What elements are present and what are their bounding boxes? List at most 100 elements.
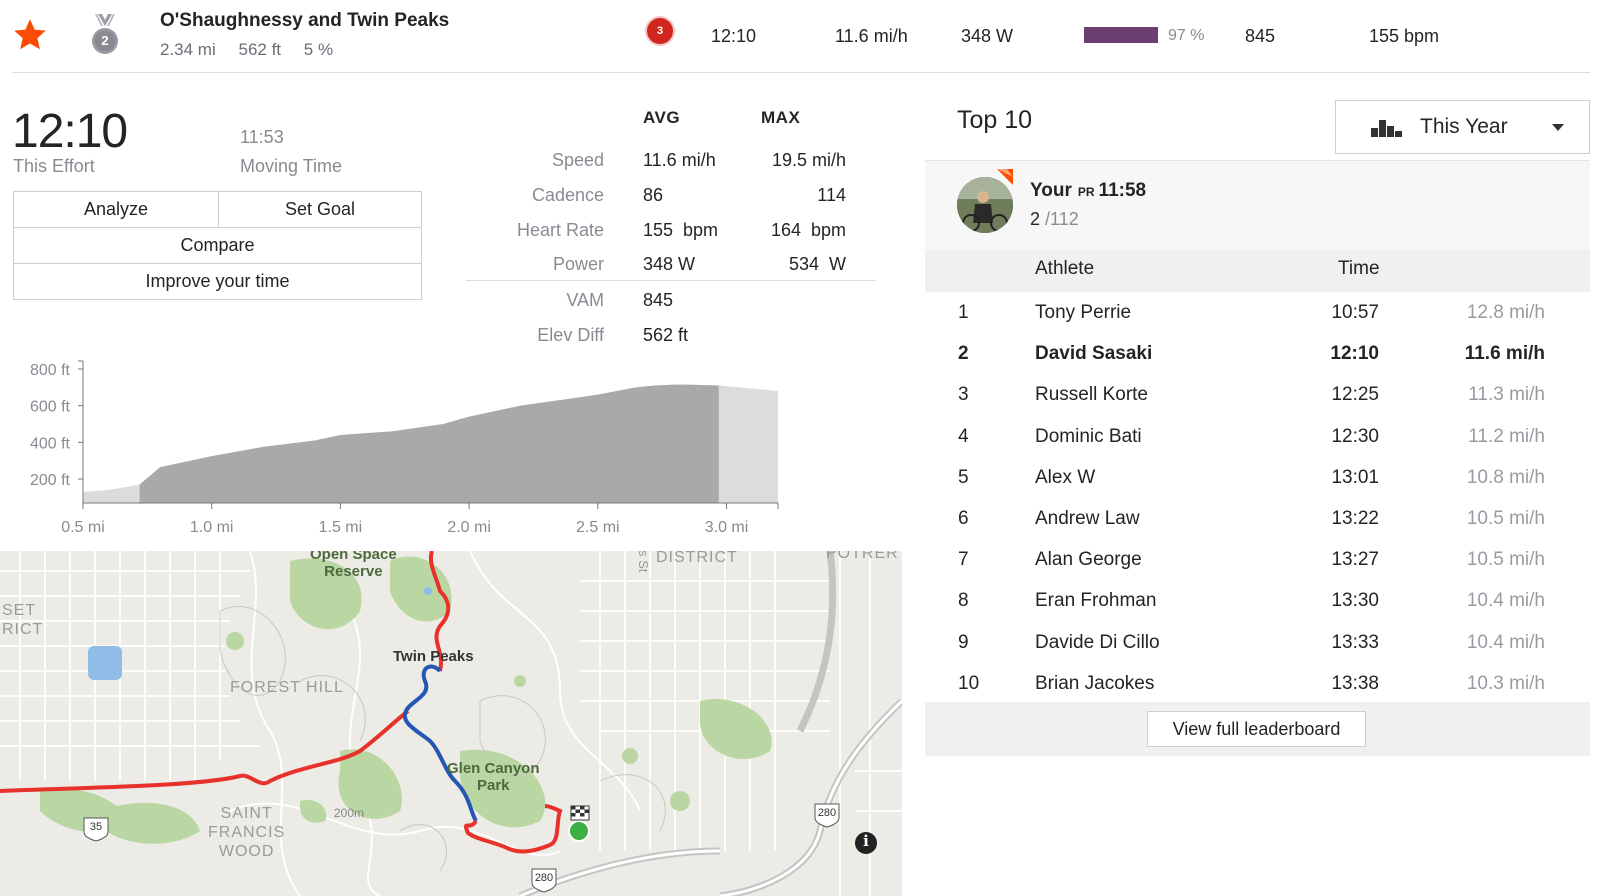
row-time: 13:01 [1331,466,1379,488]
row-rank: 7 [958,549,969,571]
x-tick-label: 1.5 mi [319,519,363,535]
segment-elevation: 562 ft [238,40,282,59]
athlete-name[interactable]: Alex W [1035,466,1096,488]
table-row: 9 Davide Di Cillo 13:33 10.4 mi/h [925,622,1590,663]
summary-heart-rate: 155 bpm [1369,26,1440,46]
athlete-column-header[interactable]: Athlete [1035,258,1095,279]
your-rank-number: 2 [1030,209,1041,229]
y-tick-label: 600 ft [30,399,71,416]
map[interactable]: Open Space Reserve Twin Peaks FOREST HILL… [0,551,902,896]
map-label: 200m [334,806,365,820]
table-row: 10 Brian Jacokes 13:38 10.3 mi/h [925,663,1590,704]
row-time: 12:30 [1331,425,1379,447]
row-speed: 10.4 mi/h [1466,590,1545,612]
row-time: 13:27 [1331,549,1379,571]
athlete-name[interactable]: Eran Frohman [1035,590,1157,612]
map-canvas[interactable] [0,551,902,896]
row-speed: 10.5 mi/h [1466,508,1545,529]
athlete-name[interactable]: Davide Di Cillo [1035,631,1160,653]
x-tick-label: 1.0 mi [190,519,234,535]
row-rank: 3 [958,384,969,406]
view-full-leaderboard-button[interactable]: View full leaderboard [1147,711,1366,747]
row-time: 12:25 [1331,384,1379,406]
stat-avg: 11.6 mi/h [643,150,716,170]
table-row: 4 Dominic Bati 12:30 11.2 mi/h [925,416,1590,457]
medal-rank: 2 [101,33,109,48]
summary-time: 12:10 [711,26,757,46]
map-label: DISTRICT [656,551,738,566]
athlete-name[interactable]: Alan George [1035,549,1142,571]
row-speed: 11.6 mi/h [1464,343,1545,365]
table-row: 3 Russell Korte 12:25 11.3 mi/h [925,374,1590,415]
athlete-name[interactable]: Dominic Bati [1035,425,1142,447]
pr-time: 11:58 [1098,180,1147,201]
segment-distance: 2.34 mi [160,40,216,59]
stat-label: Power [552,254,604,274]
leaderboard-title: Top 10 [957,106,1033,134]
stat-avg: 155 bpm [643,220,719,240]
silver-medal-icon [92,14,118,54]
time-column-header[interactable]: Time [1338,258,1380,279]
map-label: s St [636,551,651,573]
time-filter-dropdown[interactable]: This Year [1335,100,1590,154]
x-tick-label: 2.0 mi [447,519,491,535]
star-icon[interactable] [12,17,48,53]
stat-label: Heart Rate [516,220,604,240]
pr-tag: PR [1077,185,1095,199]
athlete-name[interactable]: David Sasaki [1035,343,1153,365]
improve-time-button[interactable]: Improve your time [13,263,422,300]
row-rank: 6 [958,508,969,529]
x-tick-label: 0.5 mi [61,519,105,535]
row-time: 13:22 [1331,508,1379,529]
compare-button[interactable]: Compare [13,227,422,264]
row-speed: 11.2 mi/h [1468,425,1545,447]
table-row: 1 Tony Perrie 10:57 12.8 mi/h [925,292,1590,333]
moving-time: 11:53 [240,127,284,147]
athlete-name[interactable]: Brian Jacokes [1035,672,1155,694]
effort-label: This Effort [13,156,95,176]
stat-avg: 86 [643,185,664,205]
map-label: SET RICT [2,602,44,638]
summary-speed: 11.6 mi/h [835,26,908,46]
map-label: SAINT FRANCIS WOOD [208,805,286,860]
stat-avg: 348 W [643,254,696,274]
segment-grade: 5 % [303,40,334,59]
stat-label: Elev Diff [537,325,604,345]
x-tick-label: 2.5 mi [576,519,620,535]
row-time: 13:38 [1331,672,1379,694]
your-rank: 2 /112 [1030,209,1079,230]
divider [12,72,1590,73]
leaderboard-table: 1 Tony Perrie 10:57 12.8 mi/h 2 David Sasaki 1… [925,292,1590,702]
x-tick-label: 3.0 mi [705,519,749,535]
stat-max: 114 [817,185,846,205]
table-row: 5 Alex W 13:01 10.8 mi/h [925,457,1590,498]
athlete-name[interactable]: Russell Korte [1035,384,1148,406]
athlete-name[interactable]: Andrew Law [1035,508,1140,529]
filter-label: This Year [1420,115,1508,138]
row-speed: 10.3 mi/h [1466,672,1545,694]
segment-title[interactable]: O'Shaughnessy and Twin Peaks [160,10,450,31]
elevation-chart[interactable]: 800 ft 600 ft 400 ft 200 ft 0.5 mi 1.0 mi 1.5 … [0,355,800,535]
stats-divider [466,280,876,281]
row-rank: 10 [958,672,980,694]
info-icon[interactable]: i [863,832,869,850]
your-rank-total: /112 [1045,209,1079,229]
stat-label: Speed [551,150,604,170]
your-label: Your [1030,180,1072,201]
row-time: 13:33 [1331,631,1379,653]
analyze-button[interactable]: Analyze [13,191,219,228]
map-label: POTRER [826,551,899,562]
row-speed: 12.8 mi/h [1466,302,1545,323]
row-speed: 10.8 mi/h [1466,466,1545,488]
athlete-name[interactable]: Tony Perrie [1035,302,1132,323]
stat-label: VAM [566,290,604,310]
avatar[interactable] [957,177,1013,233]
highway-35: 35 [89,821,103,833]
row-rank: 9 [958,631,969,653]
set-goal-button[interactable]: Set Goal [218,191,422,228]
table-row: 7 Alan George 13:27 10.5 mi/h [925,539,1590,580]
row-rank: 1 [958,302,969,323]
map-label: Twin Peaks [393,648,474,665]
row-time: 12:10 [1330,343,1379,365]
summary-vam: 845 [1245,26,1276,46]
